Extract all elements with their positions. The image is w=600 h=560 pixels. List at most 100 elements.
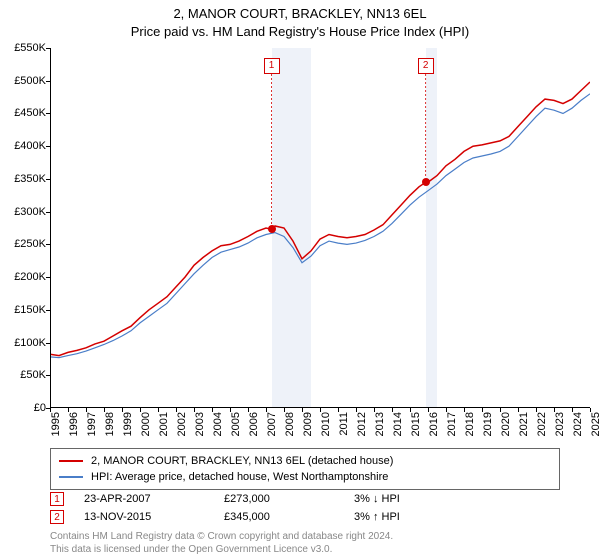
x-tick-label: 2013 (374, 412, 386, 436)
x-tick-mark (248, 408, 249, 412)
event-price-1: £273,000 (224, 493, 354, 505)
chart-subtitle: Price paid vs. HM Land Registry's House … (0, 24, 600, 39)
x-tick-label: 1995 (50, 412, 62, 436)
x-tick-mark (320, 408, 321, 412)
y-tick-label: £200K (0, 271, 46, 283)
x-tick-label: 2019 (482, 412, 494, 436)
x-tick-mark (482, 408, 483, 412)
event-row-1: 1 23-APR-2007 £273,000 3% ↓ HPI (50, 490, 560, 508)
x-tick-label: 2015 (410, 412, 422, 436)
x-tick-mark (104, 408, 105, 412)
x-tick-label: 2012 (356, 412, 368, 436)
x-tick-mark (158, 408, 159, 412)
x-tick-mark (176, 408, 177, 412)
y-tick-mark (46, 277, 50, 278)
y-tick-label: £450K (0, 107, 46, 119)
event-price-2: £345,000 (224, 511, 354, 523)
x-tick-label: 2024 (572, 412, 584, 436)
chart-title-address: 2, MANOR COURT, BRACKLEY, NN13 6EL (0, 6, 600, 21)
legend-item-price-paid: 2, MANOR COURT, BRACKLEY, NN13 6EL (deta… (59, 453, 551, 469)
sale-marker-1 (268, 225, 276, 233)
y-tick-mark (46, 146, 50, 147)
x-tick-mark (554, 408, 555, 412)
x-tick-label: 2023 (554, 412, 566, 436)
x-tick-mark (50, 408, 51, 412)
y-tick-label: £350K (0, 173, 46, 185)
y-tick-mark (46, 244, 50, 245)
highlight-band (426, 48, 437, 408)
x-tick-label: 2025 (590, 412, 600, 436)
event-delta-2: 3% ↑ HPI (354, 511, 414, 523)
x-tick-mark (266, 408, 267, 412)
x-tick-mark (230, 408, 231, 412)
y-tick-label: £500K (0, 75, 46, 87)
x-tick-label: 2007 (266, 412, 278, 436)
event-delta-1: 3% ↓ HPI (354, 493, 414, 505)
x-tick-mark (122, 408, 123, 412)
x-tick-label: 2004 (212, 412, 224, 436)
x-tick-label: 2005 (230, 412, 242, 436)
x-tick-label: 2018 (464, 412, 476, 436)
x-tick-mark (518, 408, 519, 412)
callout-box-2: 2 (418, 58, 434, 74)
series-line-price_paid (50, 82, 590, 356)
x-tick-mark (338, 408, 339, 412)
x-tick-label: 2011 (338, 412, 350, 436)
event-table: 1 23-APR-2007 £273,000 3% ↓ HPI 2 13-NOV… (50, 490, 560, 526)
x-tick-label: 2001 (158, 412, 170, 436)
x-tick-mark (284, 408, 285, 412)
y-tick-mark (46, 310, 50, 311)
chart-axes (50, 48, 590, 408)
x-tick-mark (302, 408, 303, 412)
x-tick-mark (572, 408, 573, 412)
arrow-up-icon: ↑ (373, 511, 379, 523)
x-tick-label: 2000 (140, 412, 152, 436)
y-tick-label: £0 (0, 402, 46, 414)
x-tick-mark (500, 408, 501, 412)
x-tick-mark (392, 408, 393, 412)
x-tick-label: 2008 (284, 412, 296, 436)
event-row-2: 2 13-NOV-2015 £345,000 3% ↑ HPI (50, 508, 560, 526)
footer-line1: Contains HM Land Registry data © Crown c… (50, 530, 393, 543)
y-tick-label: £100K (0, 337, 46, 349)
x-tick-mark (212, 408, 213, 412)
x-tick-label: 1998 (104, 412, 116, 436)
x-tick-label: 2006 (248, 412, 260, 436)
y-tick-mark (46, 375, 50, 376)
chart-lines (50, 48, 590, 408)
x-tick-label: 1999 (122, 412, 134, 436)
y-tick-mark (46, 113, 50, 114)
x-tick-mark (374, 408, 375, 412)
x-tick-label: 2002 (176, 412, 188, 436)
y-tick-mark (46, 343, 50, 344)
y-tick-mark (46, 212, 50, 213)
series-line-hpi (50, 94, 590, 358)
y-tick-label: £150K (0, 304, 46, 316)
y-tick-mark (46, 81, 50, 82)
y-tick-label: £250K (0, 238, 46, 250)
event-marker-2: 2 (50, 510, 64, 524)
y-tick-label: £400K (0, 140, 46, 152)
x-tick-label: 2003 (194, 412, 206, 436)
x-tick-label: 2014 (392, 412, 404, 436)
chart-plot-area: 12 £0£50K£100K£150K£200K£250K£300K£350K£… (50, 48, 590, 408)
legend-label-hpi: HPI: Average price, detached house, West… (91, 471, 388, 483)
x-tick-label: 1997 (86, 412, 98, 436)
x-tick-label: 2020 (500, 412, 512, 436)
x-tick-mark (140, 408, 141, 412)
legend-swatch-blue (59, 476, 83, 478)
y-tick-label: £300K (0, 206, 46, 218)
y-tick-mark (46, 179, 50, 180)
arrow-down-icon: ↓ (373, 493, 379, 505)
x-tick-mark (410, 408, 411, 412)
x-tick-mark (590, 408, 591, 412)
x-tick-mark (536, 408, 537, 412)
x-tick-label: 2009 (302, 412, 314, 436)
x-tick-label: 2016 (428, 412, 440, 436)
callout-box-1: 1 (264, 58, 280, 74)
footer-line2: This data is licensed under the Open Gov… (50, 543, 393, 556)
legend-label-price-paid: 2, MANOR COURT, BRACKLEY, NN13 6EL (deta… (91, 455, 393, 467)
x-tick-label: 2017 (446, 412, 458, 436)
x-tick-label: 2010 (320, 412, 332, 436)
legend-item-hpi: HPI: Average price, detached house, West… (59, 469, 551, 485)
